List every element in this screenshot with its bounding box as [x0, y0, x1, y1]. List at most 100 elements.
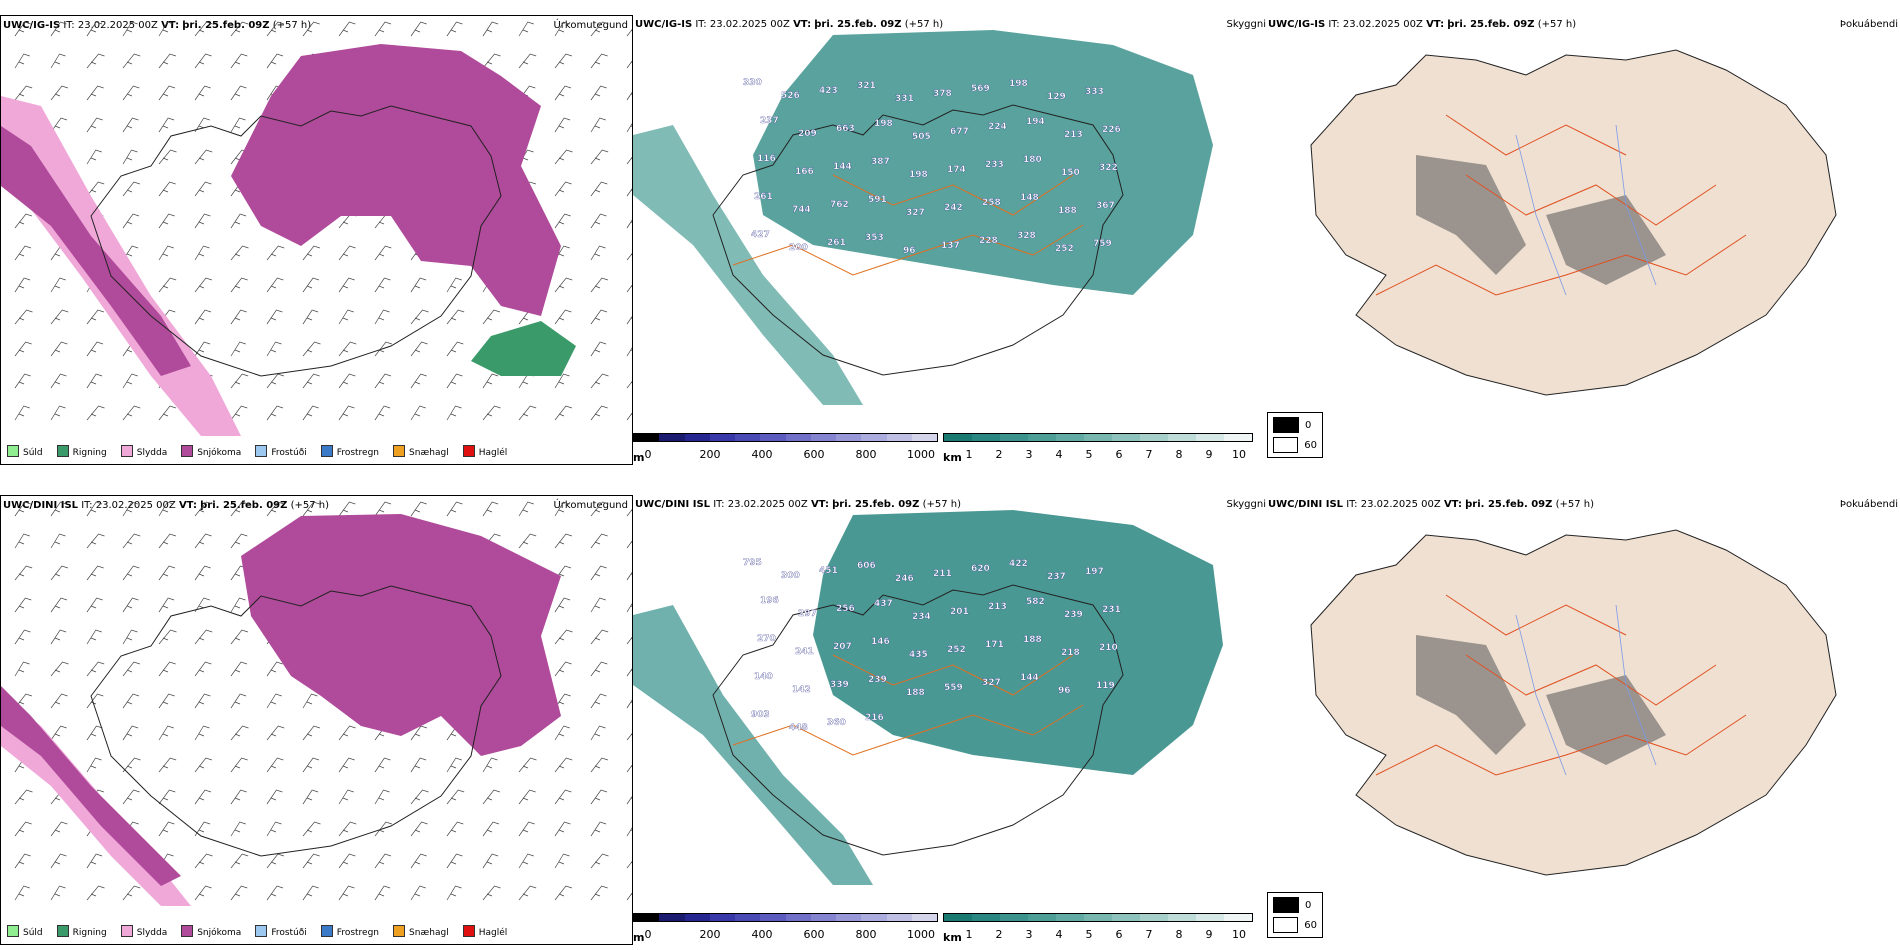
wind-barb	[302, 725, 321, 741]
height-label: 242	[944, 203, 963, 213]
wind-barb	[482, 309, 501, 325]
wind-barb	[554, 21, 570, 37]
wind-barb	[158, 53, 177, 69]
vis-tick: 4	[1055, 928, 1063, 941]
wind-barb	[50, 277, 66, 293]
wind-barb	[14, 565, 33, 581]
wind-barb	[230, 885, 248, 901]
wind-barb	[626, 540, 632, 549]
height-tick: 800	[855, 448, 877, 461]
wind-barb	[158, 21, 174, 37]
wind-barb	[446, 853, 463, 869]
wind-barb	[14, 309, 33, 325]
wind-barb	[410, 21, 427, 37]
height-label: 209	[798, 129, 817, 139]
height-label: 435	[909, 650, 928, 660]
wind-barb	[122, 565, 140, 581]
wind-barb	[626, 699, 632, 709]
wind-barb	[50, 405, 66, 421]
roads	[1375, 594, 1747, 776]
wind-barb	[194, 725, 210, 741]
wind-barb	[338, 277, 355, 293]
legend-item: Rigning	[56, 445, 107, 458]
colorbar-segment	[1028, 914, 1056, 921]
vis-tick: 6	[1115, 448, 1123, 461]
wind-barb	[446, 341, 464, 357]
wind-barb	[158, 693, 175, 709]
wind-barb	[194, 149, 213, 165]
wind-barb	[230, 789, 247, 805]
key-row: 0	[1273, 417, 1317, 433]
wind-barb	[482, 853, 499, 869]
vis-tick: 9	[1205, 928, 1213, 941]
legend-item: Snjókoma	[181, 925, 241, 938]
wind-barb	[410, 501, 427, 517]
height-label: 360	[827, 718, 846, 728]
vis-tick: 3	[1025, 448, 1033, 461]
height-label: 119	[1096, 681, 1115, 691]
wind-barb	[626, 219, 632, 229]
height-label: 569	[971, 84, 990, 94]
wind-barb	[590, 693, 607, 709]
wind-barb	[554, 533, 573, 549]
wind-barb	[86, 21, 103, 37]
wind-barb	[590, 597, 606, 613]
wind-barb	[590, 885, 608, 901]
wind-barb	[302, 309, 319, 325]
colorbar-segment	[735, 434, 761, 441]
visibility-west	[633, 605, 873, 885]
wind-barb	[302, 821, 321, 837]
wind-barb	[230, 341, 246, 357]
colorbar-segment	[634, 434, 660, 441]
wind-barb	[410, 309, 429, 325]
wind-barb	[230, 821, 246, 837]
wind-barb	[590, 629, 609, 645]
height-label: 422	[1009, 559, 1028, 569]
wind-barb	[482, 405, 501, 421]
vis-tick: 5	[1085, 448, 1093, 461]
wind-barb	[590, 117, 606, 133]
precip-type-map	[1, 501, 632, 906]
wind-barb	[266, 405, 284, 421]
height-label: 233	[985, 160, 1004, 170]
wind-barb	[122, 213, 140, 229]
height-label: 331	[895, 94, 914, 104]
wind-barb	[338, 885, 355, 901]
wind-barb	[554, 277, 573, 293]
wind-barb	[122, 629, 138, 645]
wind-barb	[626, 827, 632, 837]
wind-barb	[410, 853, 427, 869]
wind-barb	[554, 213, 571, 229]
wind-barb	[626, 796, 632, 805]
vis-tick: 10	[1232, 928, 1246, 941]
iceland-outline	[90, 585, 502, 857]
wind-barb	[194, 277, 213, 293]
snow-area	[231, 44, 561, 316]
wind-barb	[446, 277, 462, 293]
height-label: 256	[836, 604, 855, 614]
panel-header: UWC/DINI ISL IT: 23.02.2025 00Z VT: þri.…	[1268, 499, 1595, 510]
colorbar-segment	[1000, 434, 1028, 441]
visibility-unit: km	[943, 931, 962, 944]
wind-barb	[554, 373, 570, 389]
wind-barb	[122, 885, 141, 901]
panel-header: UWC/DINI ISL IT: 23.02.2025 00Z VT: þri.…	[3, 500, 330, 511]
wind-barb	[50, 725, 67, 741]
wind-barb	[374, 245, 392, 261]
vis-tick: 6	[1115, 928, 1123, 941]
wind-barb	[122, 597, 139, 613]
wind-barb	[86, 533, 105, 549]
vis-tick: 2	[995, 448, 1003, 461]
height-label: 188	[1058, 206, 1077, 216]
colorbar-segment	[1140, 434, 1168, 441]
height-label: 198	[1009, 79, 1028, 89]
wind-barb	[446, 789, 465, 805]
wind-barb	[158, 117, 175, 133]
wind-barb	[230, 597, 246, 613]
wind-barb	[14, 245, 32, 261]
wind-barb	[86, 181, 105, 197]
wind-barb	[518, 757, 537, 773]
wind-barb	[590, 661, 608, 677]
wind-barb	[158, 277, 177, 293]
iceland-outline	[712, 584, 1124, 856]
